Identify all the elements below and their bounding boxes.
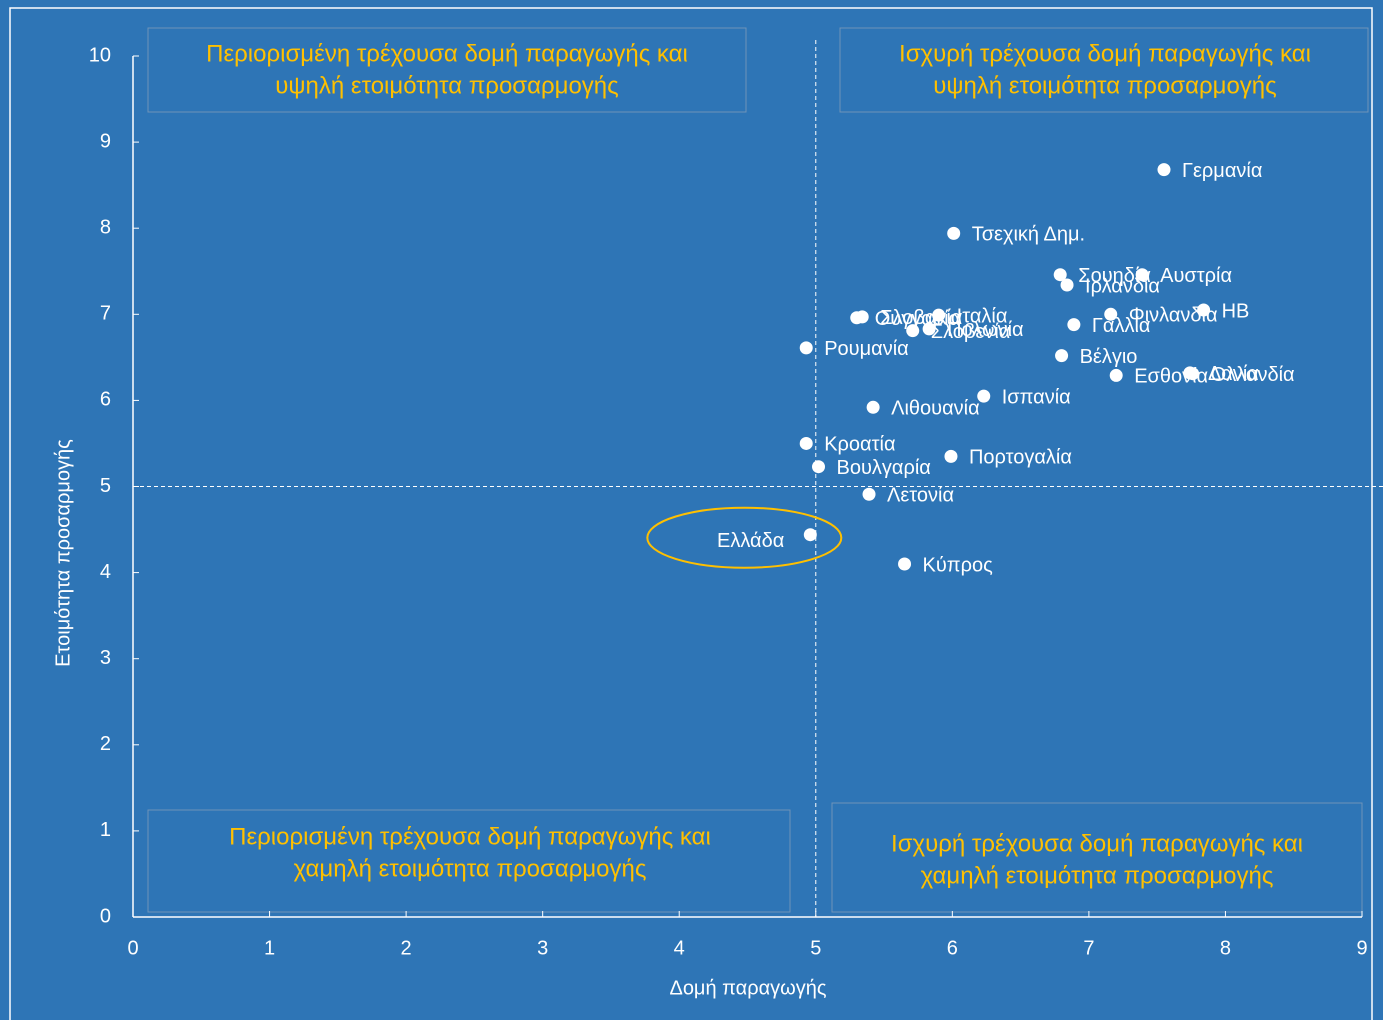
point — [1060, 278, 1074, 292]
y-tick-label: 3 — [100, 647, 111, 669]
quadrant-text: χαμηλή ετοιμότητα προσαρμογής — [921, 862, 1274, 889]
point — [1135, 268, 1149, 282]
point — [1067, 318, 1081, 332]
y-tick-label: 2 — [100, 733, 111, 755]
y-tick-label: 6 — [100, 389, 111, 411]
point-label: Ισπανία — [1002, 386, 1071, 408]
point-label: Βουλγαρία — [837, 457, 931, 479]
x-tick-label: 3 — [537, 937, 548, 959]
x-tick-label: 7 — [1083, 937, 1094, 959]
point-label: Σλοβενία — [931, 321, 1011, 343]
point-label: Ιρλανδία — [1085, 275, 1160, 297]
point — [866, 400, 880, 414]
point — [977, 389, 991, 403]
point — [906, 324, 920, 338]
point — [947, 226, 961, 240]
point — [1055, 349, 1069, 363]
point-label: Λιθουανία — [891, 398, 980, 420]
point — [932, 308, 946, 322]
point — [862, 487, 876, 501]
x-tick-label: 2 — [401, 937, 412, 959]
quadrant-text: Ισχυρή τρέχουσα δομή παραγωγής και — [891, 830, 1303, 857]
point — [1109, 368, 1123, 382]
point-label: Τσεχική Δημ. — [972, 224, 1085, 246]
point-label: Ρουμανία — [824, 338, 909, 360]
quadrant-text: Περιορισμένη τρέχουσα δομή παραγωγής και — [229, 823, 711, 850]
point — [898, 557, 912, 571]
y-tick-label: 0 — [100, 905, 111, 927]
point — [1053, 268, 1067, 282]
point-label: Φινλανδία — [1129, 305, 1218, 327]
x-tick-label: 5 — [810, 937, 821, 959]
point — [850, 311, 864, 325]
point — [1104, 307, 1118, 321]
point-label: Πορτογαλία — [969, 447, 1072, 469]
point — [803, 528, 817, 542]
point-label: Γερμανία — [1182, 160, 1262, 182]
y-tick-label: 9 — [100, 130, 111, 152]
point-label: Ιταλία — [957, 305, 1008, 327]
x-tick-label: 4 — [674, 937, 685, 959]
quadrant-box — [839, 27, 1369, 113]
point — [1186, 367, 1200, 381]
point — [812, 460, 826, 474]
quadrant-text: Περιορισμένη τρέχουσα δομή παραγωγής και — [206, 40, 688, 67]
y-tick-label: 10 — [89, 44, 111, 66]
y-tick-label: 1 — [100, 819, 111, 841]
point-label: Σουηδία — [1078, 265, 1151, 287]
point — [922, 322, 936, 336]
point-label: Κροατία — [824, 434, 895, 456]
quadrant-box — [147, 27, 747, 113]
x-axis-label: Δομή παραγωγής — [669, 977, 826, 999]
point-label: Βέλγιο — [1080, 346, 1138, 368]
highlight-ellipse — [646, 506, 843, 569]
quadrant-box — [831, 802, 1363, 913]
point-label: Γαλλία — [1092, 315, 1151, 337]
y-tick-label: 5 — [100, 475, 111, 497]
x-tick-label: 1 — [264, 937, 275, 959]
point — [799, 436, 813, 450]
quadrant-text: υψηλή ετοιμότητα προσαρμογής — [933, 72, 1276, 99]
frame — [9, 7, 1373, 1020]
point-label: ΗΒ — [1222, 300, 1250, 322]
y-tick-label: 8 — [100, 216, 111, 238]
y-tick-label: 4 — [100, 561, 111, 583]
point-label: Κύπρος — [923, 554, 994, 576]
point — [1197, 303, 1211, 317]
x-tick-label: 8 — [1220, 937, 1231, 959]
quadrant-box — [147, 809, 791, 913]
x-tick-label: 6 — [947, 937, 958, 959]
quadrant-text: Ισχυρή τρέχουσα δομή παραγωγής και — [899, 40, 1311, 67]
point-label: Ολλανδία — [1211, 364, 1295, 386]
x-tick-label: 0 — [127, 937, 138, 959]
point-label: Πολωνία — [947, 319, 1024, 341]
point-label: Αυστρία — [1160, 265, 1232, 287]
point — [1157, 163, 1171, 177]
y-tick-label: 7 — [100, 303, 111, 325]
point-label: Λετονία — [887, 485, 954, 507]
point — [799, 341, 813, 355]
point-label: Δανία — [1208, 363, 1259, 385]
y-axis-label: Ετοιμότητα προσαρμογής — [52, 439, 74, 667]
point-label: Ελλάδα — [717, 530, 784, 552]
quadrant-text: υψηλή ετοιμότητα προσαρμογής — [275, 72, 618, 99]
point — [944, 449, 958, 463]
quadrant-text: χαμηλή ετοιμότητα προσαρμογής — [294, 855, 647, 882]
x-tick-label: 9 — [1356, 937, 1367, 959]
